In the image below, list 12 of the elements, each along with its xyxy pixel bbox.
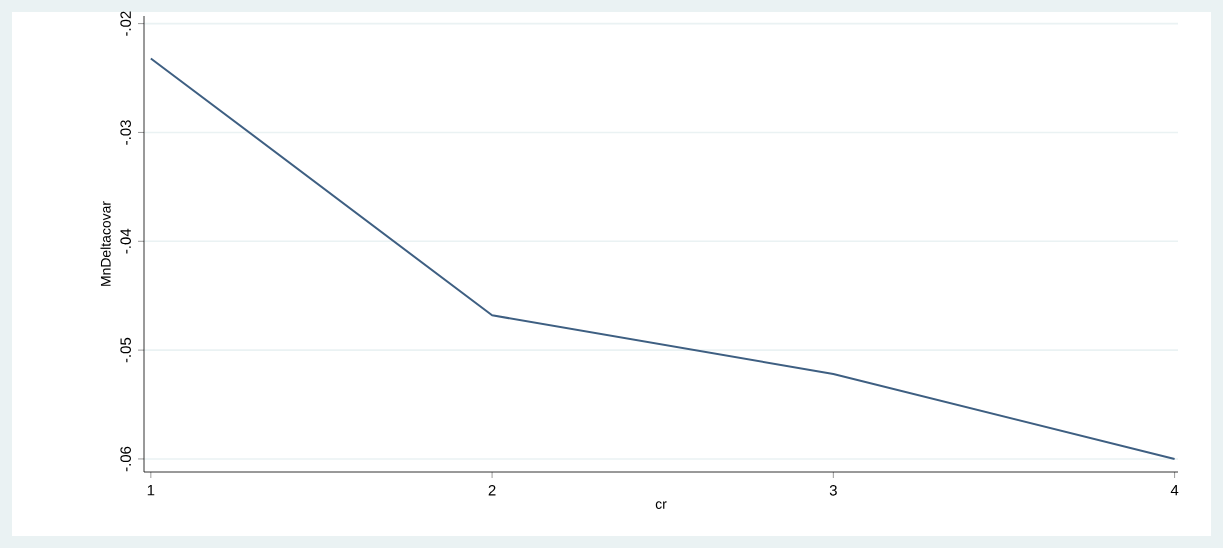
y-axis-title: MnDeltacovar <box>100 201 111 286</box>
y-tick-label: -.05 <box>120 337 131 363</box>
x-tick-label: 1 <box>147 485 155 496</box>
y-tick-label: -.06 <box>120 446 131 472</box>
y-tick-label: -.03 <box>120 120 131 145</box>
line-series <box>149 57 1176 460</box>
x-tick-label: 2 <box>488 485 496 496</box>
x-axis-title: cr <box>655 501 667 509</box>
y-tick-label: -.02 <box>120 11 131 36</box>
x-tick-label: 4 <box>1170 485 1179 496</box>
y-tick-label: -.04 <box>120 228 131 254</box>
x-tick-label: 3 <box>829 485 837 496</box>
